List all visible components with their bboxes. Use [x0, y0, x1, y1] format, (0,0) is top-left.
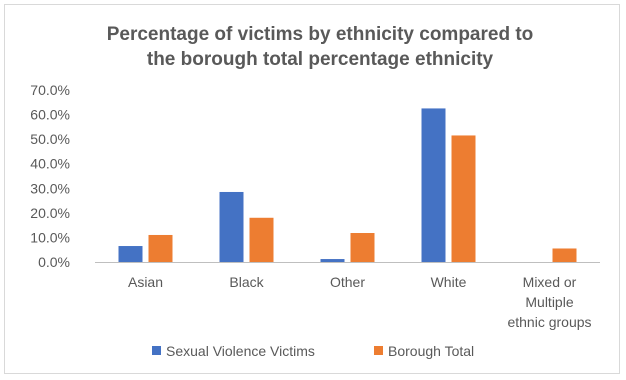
y-tick-label: 40.0%	[30, 156, 70, 172]
y-tick-label: 70.0%	[30, 82, 70, 98]
bar-sexual-violence-victims-2	[320, 259, 345, 262]
legend-label: Borough Total	[388, 343, 474, 359]
x-category-label: ethnic groups	[507, 314, 591, 330]
y-tick-label: 60.0%	[30, 107, 70, 123]
y-tick-label: 20.0%	[30, 205, 70, 221]
bars	[118, 108, 577, 262]
x-category-label: Black	[229, 274, 264, 290]
chart-frame	[4, 4, 620, 374]
y-axis: 0.0% 10.0% 20.0% 30.0% 40.0% 50.0% 60.0% 70.0%	[30, 82, 70, 270]
y-tick-label: 10.0%	[30, 229, 70, 245]
bar-sexual-violence-victims-0	[118, 246, 143, 262]
x-category-label: White	[431, 274, 467, 290]
bar-borough-total-0	[148, 234, 173, 262]
y-tick-label: 0.0%	[38, 254, 70, 270]
bar-borough-total-3	[451, 135, 476, 262]
legend-label: Sexual Violence Victims	[166, 343, 315, 359]
bar-sexual-violence-victims-1	[219, 191, 244, 262]
x-category-label: Mixed or	[523, 274, 577, 290]
y-tick-label: 30.0%	[30, 180, 70, 196]
bar-borough-total-1	[249, 217, 274, 262]
y-tick-label: 50.0%	[30, 131, 70, 147]
chart-title-line-1: Percentage of victims by ethnicity compa…	[107, 24, 534, 45]
x-axis-labels: Asian Black Other White Mixed or Multiple ethn…	[128, 274, 592, 330]
x-category-label: Asian	[128, 274, 163, 290]
x-category-label: Other	[330, 274, 365, 290]
legend-swatch	[374, 346, 383, 355]
bar-borough-total-4	[552, 248, 577, 262]
legend-swatch	[152, 346, 161, 355]
x-category-label: Multiple	[525, 294, 573, 310]
bar-borough-total-2	[350, 233, 375, 262]
bar-sexual-violence-victims-3	[421, 108, 446, 262]
legend: Sexual Violence Victims Borough Total	[152, 343, 474, 359]
chart-title-line-2: the borough total percentage ethnicity	[147, 49, 494, 70]
